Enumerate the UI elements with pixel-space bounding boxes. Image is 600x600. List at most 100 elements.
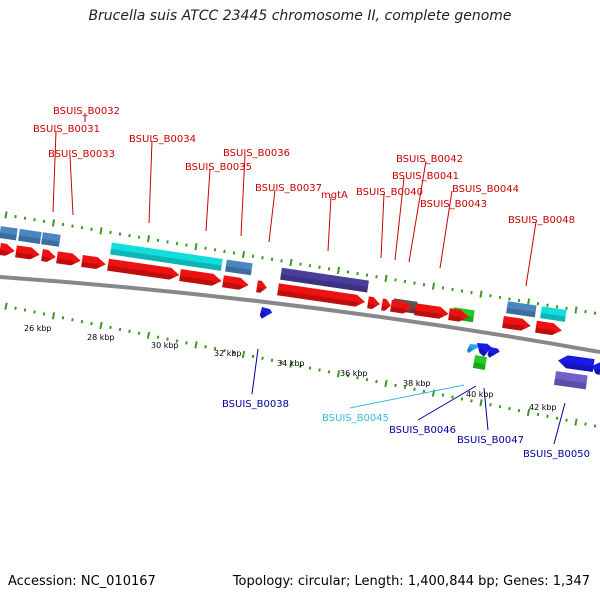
backbone-line [0,275,600,354]
tick-mark [517,298,521,303]
tick-mark [574,418,578,426]
tick-mark [460,289,464,293]
tick-mark [422,283,426,287]
tick-mark [526,298,531,306]
gene-label: BSUIS_B0031 [33,124,100,135]
forward-cds-arrow [535,320,562,336]
tick-mark [213,347,217,351]
leader-line [69,155,74,216]
tick-mark [508,406,511,411]
tick-mark [299,262,302,266]
forward-cds-arrow [448,308,469,322]
tick-mark [251,354,255,359]
feature-box-top [225,259,253,276]
gene-label: BSUIS_B0040 [356,187,423,198]
tick-mark [71,318,74,322]
tick-mark [61,316,65,320]
forward-cds-arrow [41,249,56,262]
tick-mark [251,254,255,258]
tick-mark [318,265,321,269]
reverse-cds-arrow [592,362,600,376]
gene-features [0,226,600,390]
forward-cds-arrow [390,299,413,314]
tick-mark [517,408,521,413]
gene-label: BSUIS_B0036 [223,148,290,159]
tick-mark [441,393,445,397]
leader-line [251,348,259,395]
tick-mark [584,309,587,314]
gene-label: BSUIS_B0041 [392,171,459,182]
tick-mark [299,364,302,368]
tick-mark [555,416,559,420]
tick-mark [128,233,131,238]
tick-mark [489,403,492,407]
tick-mark [99,321,103,330]
tick-mark [223,348,226,353]
tick-mark [90,321,93,326]
tick-mark [109,325,112,330]
forward-cds-arrow [222,275,249,290]
tick-mark [546,414,549,418]
tick-mark [213,248,217,252]
tick-mark [137,331,141,335]
tick-mark [470,290,473,295]
tick-mark [204,345,207,349]
kbp-label: 28 kbp [87,333,115,342]
kbp-label: 34 kbp [277,359,305,368]
tick-mark [365,273,369,277]
tick-mark [460,397,464,401]
feature-box-top [41,232,61,247]
tick-mark [546,303,549,307]
tick-mark [175,339,179,343]
forward-cds-arrow [107,258,180,280]
gene-label: BSUIS_B0038 [222,399,289,410]
tick-mark [508,297,511,301]
tick-mark [356,376,359,380]
feature-box-top [540,306,567,322]
gene-labels: BSUIS_B0032 BSUIS_B0031 BSUIS_B0034 BSUIS_B… [33,106,590,460]
kbp-label: 26 kbp [24,324,52,333]
forward-cds-arrow [0,243,15,256]
tick-mark [394,278,397,282]
tick-mark [23,308,27,312]
gene-label: BSUIS_B0043 [420,199,487,210]
kbp-label: 32 kbp [214,349,242,358]
tick-mark [327,267,331,271]
tick-mark [526,408,531,417]
tick-mark [565,418,568,422]
tick-mark [241,250,246,259]
leader-line [268,189,276,243]
tick-mark [336,266,341,275]
genes-value: 1,347 [552,574,590,589]
feature-box-top [110,242,223,271]
length-label: Length: [354,574,404,589]
leader-line [408,160,427,263]
tick-mark [346,374,350,378]
gene-label: BSUIS_B0032 [53,106,120,117]
tick-mark [166,337,169,341]
forward-cds-arrow [381,298,391,311]
tick-mark [146,331,151,339]
tick-mark [327,370,331,374]
gene-label: BSUIS_B0042 [396,154,463,165]
tick-mark [137,235,141,239]
tick-mark [194,243,198,251]
tick-mark [23,216,27,220]
tick-mark [146,235,151,243]
leader-line [553,402,566,445]
tick-mark [261,256,264,260]
forward-cds-arrow [81,254,106,269]
tick-mark [365,377,369,382]
tick-mark [280,259,283,263]
tick-mark [80,226,84,230]
tick-mark [356,271,359,276]
label-leaders [52,113,566,445]
reverse-cds-arrow [477,343,492,357]
forward-cds-arrow [367,296,380,309]
tick-mark [185,243,188,247]
leader-line [439,190,453,269]
tick-mark [175,241,179,246]
gene-label: BSUIS_B0047 [457,435,524,446]
feature-box-bottom [554,371,588,390]
stats-footer: Topology: circular; Length: 1,400,844 bp… [232,574,590,589]
